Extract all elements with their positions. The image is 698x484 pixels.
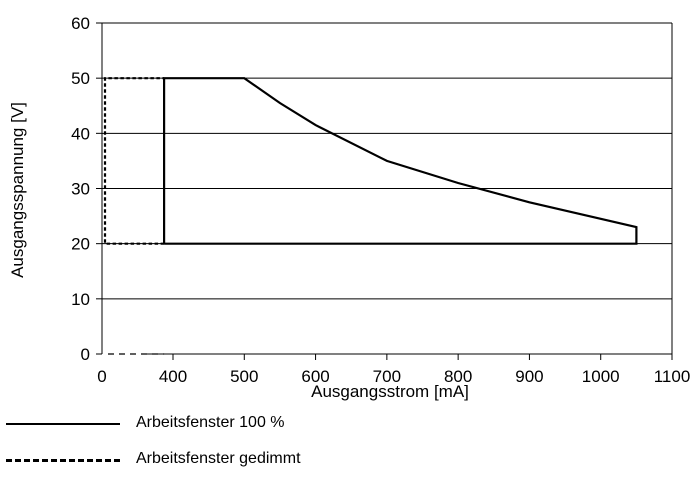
series-line-solid [163,77,638,245]
y-tick-label-20: 20 [71,235,90,254]
legend-item-dashed: Arbeitsfenster gedimmt [6,450,406,470]
axes [96,22,673,360]
x-tick-label-1100: 1100 [654,367,691,386]
y-tick-label-40: 40 [71,124,90,143]
x-tick-label-700: 700 [373,367,401,386]
x-tick-label-400: 400 [159,367,187,386]
x-tick-label-1000: 1000 [582,367,620,386]
x-axis-label: Ausgangsstrom [mA] [311,382,469,401]
legend-label-solid: Arbeitsfenster 100 % [136,414,285,431]
x-tick-label-900: 900 [515,367,543,386]
x-tick-label-0: 0 [97,367,106,386]
y-tick-label-0: 0 [81,345,90,364]
legend-item-solid: Arbeitsfenster 100 % [6,414,406,434]
y-tick-label-10: 10 [71,290,90,309]
x-tick-label-800: 800 [444,367,472,386]
series-group [103,77,638,245]
y-axis-label: Ausgangsspannung [V] [8,102,27,278]
legend-swatch-dashed [6,459,120,462]
y-tick-label-60: 60 [71,14,90,33]
series-line-dashed [103,77,165,245]
x-tick-label-600: 600 [301,367,329,386]
x-tick-label-500: 500 [230,367,258,386]
y-tick-label-50: 50 [71,69,90,88]
y-tick-label-30: 30 [71,180,90,199]
legend-label-dashed: Arbeitsfenster gedimmt [136,450,301,467]
legend-swatch-solid [6,423,120,425]
